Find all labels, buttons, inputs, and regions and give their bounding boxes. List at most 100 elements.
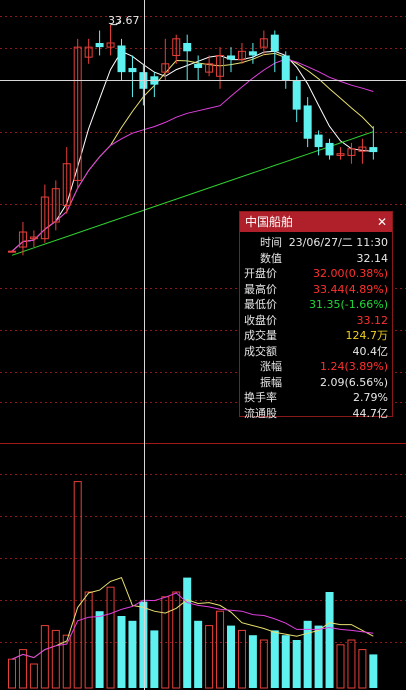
quote-tooltip: 中国船舶 ✕ 时间 23/06/27/二 11:30 数值 32.14 开盘价 32.00… <box>239 211 393 420</box>
tooltip-header: 中国船舶 ✕ <box>240 212 392 232</box>
candle-body <box>84 46 93 58</box>
volume-bar <box>117 616 126 688</box>
volume-bar <box>8 658 16 689</box>
volume-bar <box>237 629 246 689</box>
tooltip-label: 换手率 <box>244 391 277 404</box>
candle-body <box>51 188 60 223</box>
high-marker <box>110 20 121 26</box>
candle-body <box>325 142 334 156</box>
candle-body <box>40 196 49 240</box>
tooltip-row: 最低价 31.35(-1.66%) <box>244 297 388 313</box>
candle-body <box>347 148 356 156</box>
volume-bar <box>270 630 279 688</box>
tooltip-label: 时间 <box>260 236 282 249</box>
stock-name: 中国船舶 <box>245 215 294 229</box>
volume-bar <box>281 635 290 688</box>
tooltip-label: 最高价 <box>244 282 277 296</box>
tooltip-label: 开盘价 <box>244 267 277 280</box>
candle-body <box>95 42 104 48</box>
candle-body <box>73 46 82 181</box>
tooltip-row: 开盘价 32.00(0.38%) <box>244 266 388 282</box>
candle-body <box>216 54 225 77</box>
candle-body <box>270 34 279 52</box>
volume-bar <box>216 610 225 689</box>
tooltip-row: 流通股 44.7亿 <box>244 406 388 422</box>
tooltip-value: 124.7万 <box>345 329 389 342</box>
tooltip-label: 振幅 <box>260 375 282 389</box>
tooltip-value: 33.12 <box>356 313 389 327</box>
candle-body <box>161 63 170 73</box>
tooltip-label: 数值 <box>260 251 282 265</box>
candle-body <box>259 38 268 48</box>
volume-bar <box>18 649 27 689</box>
volume-bar <box>29 663 38 689</box>
tooltip-label: 收盘价 <box>244 313 277 327</box>
volume-bar <box>183 577 192 688</box>
volume-bar <box>40 625 49 689</box>
volume-bar <box>358 649 367 689</box>
volume-bar <box>369 654 378 688</box>
volume-ma-lines <box>11 576 374 660</box>
candle-body <box>117 45 126 73</box>
volume-bar <box>84 591 93 689</box>
ma5-line <box>11 50 374 252</box>
volume-bar <box>51 629 60 689</box>
candle-body <box>369 147 378 153</box>
candle-body <box>248 51 257 56</box>
candle-body <box>227 55 235 60</box>
volume-bar <box>314 625 323 688</box>
candle-body <box>18 231 27 248</box>
volume-bar <box>347 639 356 689</box>
high-price-label: 33.67 <box>108 14 140 27</box>
candle-body <box>183 42 192 52</box>
candle-body <box>128 67 137 73</box>
tooltip-label: 成交量 <box>244 329 277 342</box>
candle-body <box>314 134 323 148</box>
tooltip-row: 数值 32.14 <box>244 251 388 267</box>
candle-body <box>8 250 16 253</box>
candle-body <box>303 105 312 139</box>
tooltip-row: 时间 23/06/27/二 11:30 <box>244 235 388 251</box>
volume-bar <box>205 625 214 689</box>
tooltip-row: 振幅 2.09(6.56%) <box>244 375 388 391</box>
volume-bar <box>292 640 301 688</box>
annotations: 33.67 <box>108 14 140 27</box>
tooltip-rows: 时间 23/06/27/二 11:30 数值 32.14 开盘价 32.00(0.38%)… <box>240 232 392 421</box>
tooltip-value: 32.00(0.38%) <box>312 267 388 280</box>
volume-bar <box>194 620 203 688</box>
candle-body <box>194 63 203 68</box>
tooltip-label: 最低价 <box>244 298 277 311</box>
tooltip-label: 涨幅 <box>260 360 282 373</box>
volume-bar <box>139 601 148 688</box>
volume-bar <box>248 635 257 688</box>
tooltip-label: 流通股 <box>244 406 277 420</box>
tooltip-value: 2.79% <box>353 391 388 404</box>
tooltip-value: 2.09(6.56%) <box>319 375 388 389</box>
candle-body <box>237 50 246 61</box>
ma60-line <box>11 131 374 256</box>
tooltip-row: 收盘价 33.12 <box>244 313 388 329</box>
candle-body <box>281 55 290 81</box>
tooltip-row: 涨幅 1.24(3.89%) <box>244 359 388 375</box>
moving-average-lines <box>11 50 374 256</box>
ma20-line <box>11 58 374 252</box>
volume-bar <box>95 611 104 688</box>
tooltip-value: 23/06/27/二 11:30 <box>288 236 388 249</box>
volume-bars <box>8 481 378 689</box>
volume-bar <box>303 620 312 688</box>
tooltip-value: 33.44(4.89%) <box>312 282 388 296</box>
tooltip-row: 最高价 33.44(4.89%) <box>244 282 388 298</box>
candle-body <box>106 42 115 48</box>
volume-bar <box>325 592 334 688</box>
candle-body <box>292 80 301 110</box>
volume-bar <box>128 620 137 688</box>
tooltip-row: 换手率 2.79% <box>244 390 388 406</box>
volume-bar <box>259 639 268 689</box>
volume-bar <box>227 625 235 688</box>
tooltip-value: 40.4亿 <box>352 344 389 358</box>
candle-body <box>205 63 214 73</box>
candle-body <box>29 236 38 240</box>
close-icon[interactable]: ✕ <box>376 215 387 229</box>
